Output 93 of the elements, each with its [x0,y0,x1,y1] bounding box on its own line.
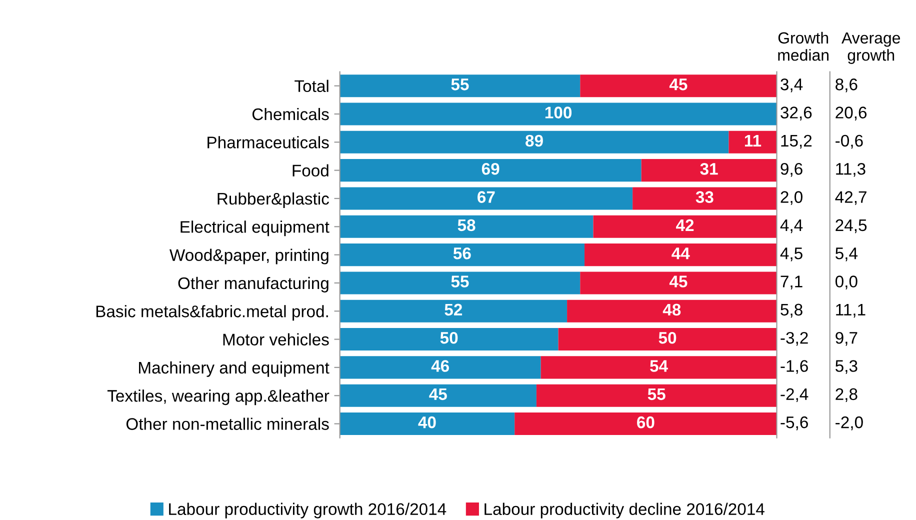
bar [641,159,777,182]
data-label: 50 [440,332,458,344]
bar [540,356,777,379]
data-label: 55 [451,276,469,288]
bar [340,328,558,351]
data-label: 58 [458,219,476,232]
text: -1,6 [780,360,808,374]
bar [340,300,568,322]
bar [632,187,777,210]
data-label: 46 [431,360,449,372]
data-label: 31 [700,162,718,175]
bar [340,272,580,294]
bar [340,159,642,182]
data-label: 67 [478,191,495,203]
y-tick-label: Other non-metallic minerals [126,418,329,430]
text: -2,4 [780,388,808,402]
data-label: 56 [453,247,471,260]
text: 9,6 [780,162,802,177]
bar [340,244,585,266]
y-tick-label: Basic metals&fabric.metal prod. [96,305,328,321]
bar [558,328,777,351]
text: 24,5 [836,219,867,234]
bar [340,412,515,436]
text: -2,0 [836,416,863,430]
text: 4,4 [780,219,803,234]
data-label: 44 [672,248,690,260]
text: Average growth [842,32,900,64]
data-label: 89 [526,134,543,147]
data-label: 60 [637,416,654,428]
data-label: 55 [451,78,469,90]
text: 4,5 [780,248,802,262]
bar [514,412,777,436]
bar [340,215,594,238]
data-label: 45 [669,276,688,288]
text: 32,6 [780,106,812,120]
data-label: 54 [650,360,668,372]
legend-label: Labour productivity decline 2016/2014 [484,502,764,518]
bar [340,74,580,98]
y-tick-label: Machinery and equipment [139,361,330,377]
legend-label: Labour productivity growth 2016/2014 [169,502,446,518]
bar [340,356,541,379]
data-label: 48 [662,304,681,316]
data-label: 45 [429,388,447,400]
bar [340,102,777,126]
bar [340,187,633,210]
text: 5,8 [780,304,802,318]
y-tick-label: Pharmaceuticals [208,136,329,148]
data-label: 11 [744,135,762,146]
data-label: 45 [669,78,688,90]
y-tick-label: Other manufacturing [178,276,328,292]
y-tick-label: Total [294,80,328,92]
text: 0,0 [835,276,858,290]
y-tick-label: Chemicals [252,108,329,120]
bar [580,74,777,98]
bar [567,300,777,322]
data-label: 50 [658,332,676,344]
bar [728,130,777,154]
bar [536,384,777,407]
y-tick-label: Electrical equipment [180,220,330,236]
bar [340,130,729,154]
text: 11,1 [836,304,866,318]
text: 20,6 [836,106,867,120]
y-tick-label: Motor vehicles [223,333,329,346]
text: 15,2 [781,134,812,149]
y-tick-label: Rubber&plastic [218,192,329,208]
text: Growth median [778,32,828,61]
text: 8,6 [836,78,858,92]
text: 11,3 [836,162,866,177]
text: 2,0 [780,191,802,205]
text: -5,6 [780,416,808,430]
text: 3,4 [780,78,803,92]
text: 7,1 [780,276,802,290]
text: 5,4 [836,248,858,262]
data-label: 100 [545,106,572,118]
data-label: 42 [676,219,694,231]
bar [593,215,777,238]
bar [584,244,777,266]
data-label: 33 [696,191,714,203]
y-tick-label: Textiles, wearing app.&leather [107,390,330,406]
text: -0,6 [836,134,863,149]
text: 9,7 [836,332,858,346]
text: 5,3 [836,360,858,374]
y-tick-label: Wood&paper, printing [170,248,328,264]
bar [340,384,536,407]
data-label: 55 [648,388,666,400]
text: 2,8 [836,388,858,402]
data-label: 40 [418,416,436,428]
text: -3,2 [780,332,808,346]
data-label: 52 [444,304,462,316]
y-tick-label: Food [292,164,328,177]
text: 42,7 [835,191,866,205]
bar [580,272,777,294]
data-label: 69 [482,162,500,175]
